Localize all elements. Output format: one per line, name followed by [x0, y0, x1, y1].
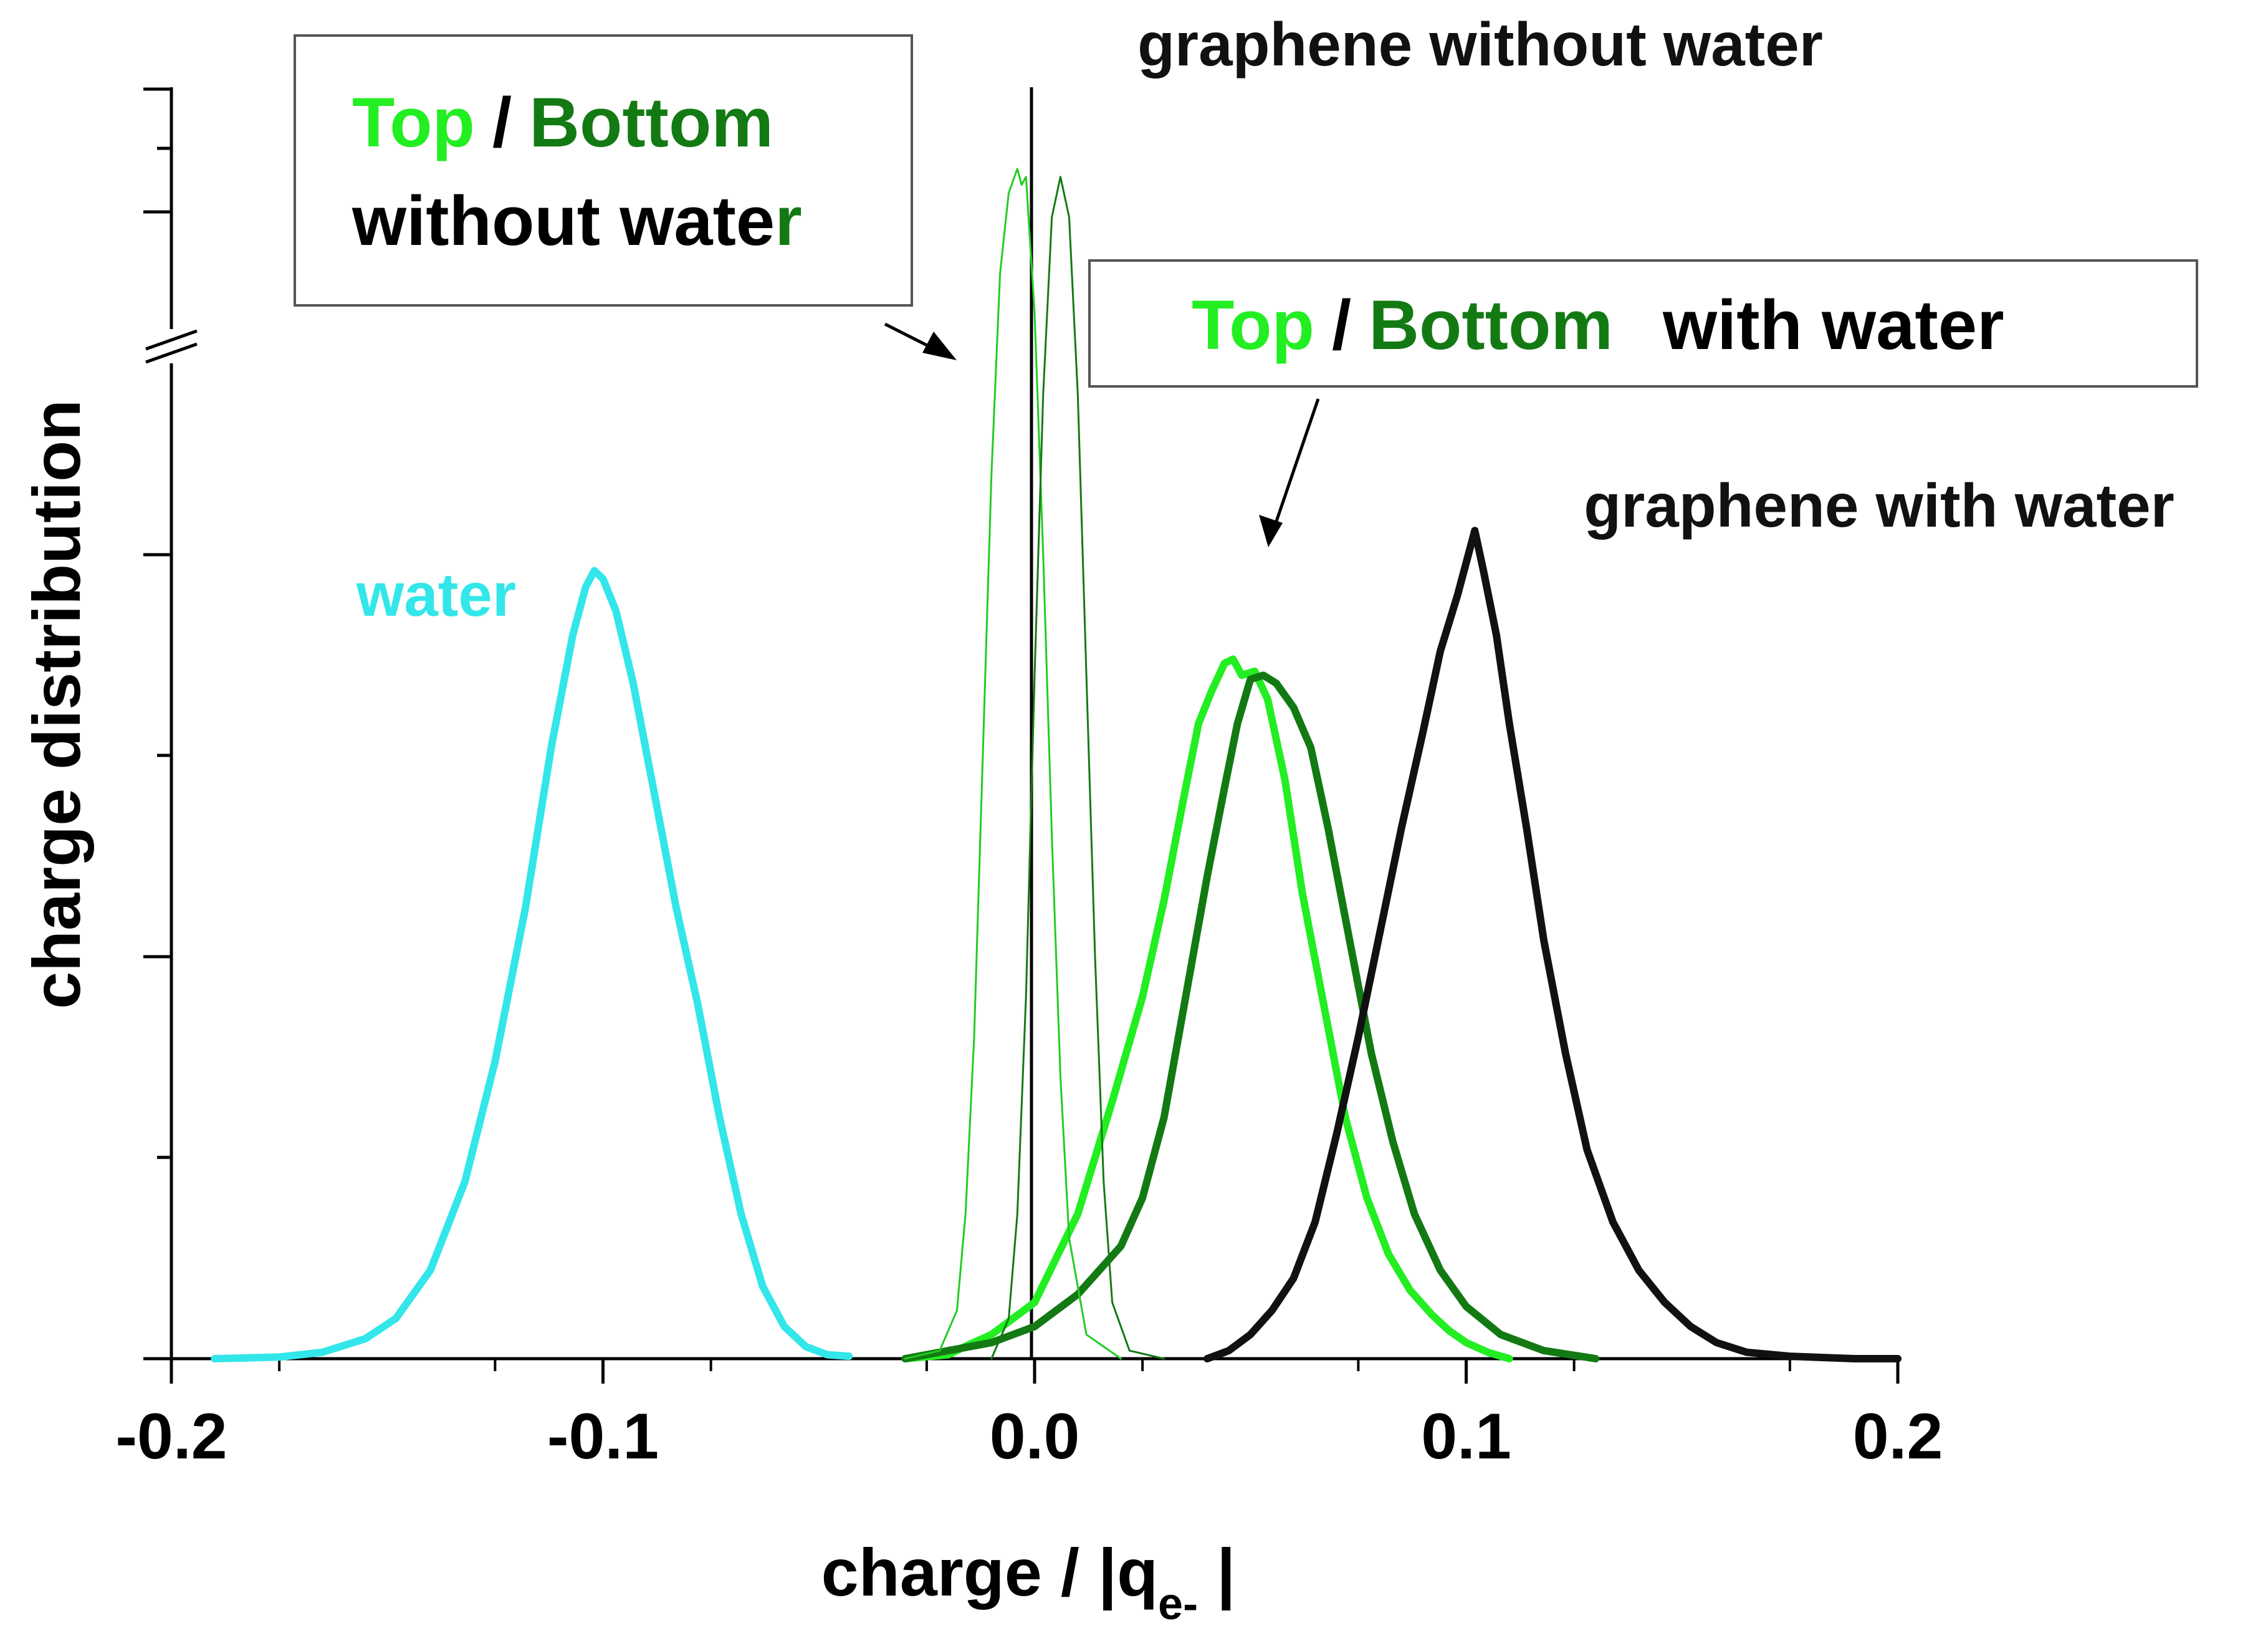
x-axis-title-main: charge / |q: [821, 1534, 1158, 1611]
x-axis-title-suffix: |: [1198, 1534, 1235, 1611]
water-label: water: [356, 560, 516, 629]
graphene-with-water-label: graphene with water: [1584, 471, 2175, 540]
legend-box-with-water: Top / Bottom with water: [1088, 259, 2198, 388]
series-layer: [211, 168, 1902, 1362]
legend-without-top-word: Top: [352, 84, 475, 161]
series-bottom-without-water: [990, 176, 1165, 1360]
x-tick-labels: -0.2 -0.1 0.0 0.1 0.2: [115, 1400, 1943, 1473]
y-axis-title: charge distribution: [19, 400, 94, 1009]
series-top-with-water: [901, 655, 1513, 1362]
legend-with-top-word: Top: [1192, 286, 1314, 364]
arrow-without-water-head: [922, 332, 957, 360]
series-graphene-with-water: [1203, 527, 1902, 1362]
legend-without-slash: /: [492, 84, 512, 161]
legend-box-without-water-frame: [294, 34, 913, 307]
legend-box-without-water: Top / Bottom without water: [294, 34, 913, 307]
axis-break-mark-1: [145, 329, 198, 351]
graphene-without-water-label: graphene without water: [1137, 10, 1823, 79]
arrow-with-water-shaft: [1273, 398, 1320, 527]
x-axis-title-subscript: e-: [1158, 1579, 1198, 1629]
x-ticks: [170, 1359, 1900, 1384]
arrow-with-water-head: [1259, 515, 1283, 547]
y-ticks: [143, 87, 171, 1361]
x-tick-label: 0.2: [1853, 1400, 1943, 1473]
axis-break-mark-2: [145, 342, 198, 364]
x-axis-title: charge / |qe- |: [821, 1534, 1236, 1629]
x-tick-label: -0.2: [115, 1400, 227, 1473]
legend-without-line2-main: without wate: [352, 182, 775, 260]
arrows: [884, 322, 1320, 547]
legend-without-bottom-word: Bottom: [529, 84, 773, 161]
series-top-without-water: [904, 168, 1122, 1360]
legend-with-suffix: with water: [1662, 286, 2004, 364]
legend-without-line2: without water: [352, 182, 802, 260]
x-tick-label: 0.0: [990, 1400, 1080, 1473]
legend-with-bottom-word: Bottom: [1369, 286, 1613, 364]
series-water: [211, 567, 853, 1362]
legend-with-slash: /: [1332, 286, 1351, 364]
legend-with-line: Top / Bottom with water: [1192, 286, 2004, 364]
legend-box-with-water-frame: [1088, 259, 2198, 388]
x-tick-label: 0.1: [1421, 1400, 1511, 1473]
x-tick-label: -0.1: [547, 1400, 659, 1473]
axes: -0.2 -0.1 0.0 0.1 0.2: [115, 87, 1943, 1473]
series-bottom-with-water: [901, 671, 1600, 1362]
legend-without-line1: Top / Bottom: [352, 84, 773, 161]
legend-without-line2-last: r: [775, 182, 802, 260]
